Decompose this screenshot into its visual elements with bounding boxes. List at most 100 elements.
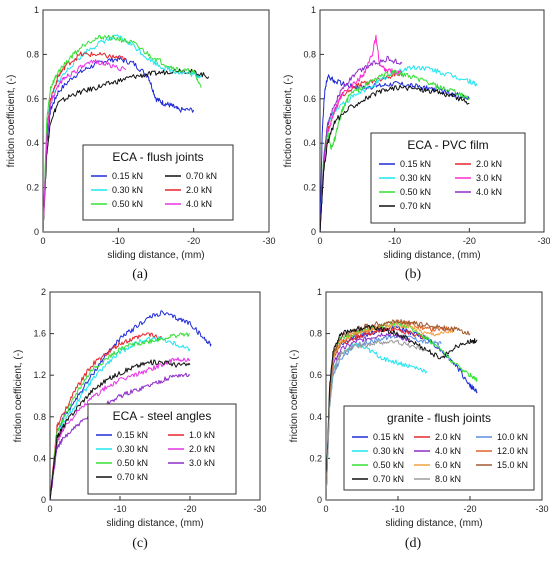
- y-axis-label: friction coefficient, (-): [283, 75, 294, 168]
- series-line-1-0-kn: [50, 332, 163, 500]
- legend-entry: 0.70 kN: [373, 474, 404, 484]
- series-group: [326, 319, 478, 500]
- chart-panel-3: 0 0.4 0.8 1.2 1.6 2 0 -10 -20 -30 sliding distance…: [13, 287, 267, 551]
- y-tick-label: 0.2: [26, 183, 39, 193]
- y-tick-label: 1.6: [33, 329, 46, 339]
- series-line-2-0-kn: [43, 51, 127, 232]
- legend-box: [82, 144, 234, 221]
- legend-entry: 0.15 kN: [112, 171, 143, 181]
- legend-entry: 8.0 kN: [435, 474, 461, 484]
- y-tick-label: 0: [311, 227, 316, 237]
- legend-entry: 0.15 kN: [400, 159, 431, 169]
- y-tick-label: 0.2: [309, 453, 322, 463]
- legend-entry: 0.50 kN: [373, 460, 404, 470]
- legend-entry: 4.0 kN: [435, 446, 461, 456]
- series-group: [50, 310, 212, 500]
- legend-entry: 4.0 kN: [186, 199, 212, 209]
- y-tick-label: 1.2: [33, 370, 46, 380]
- legend: granite - flush joints 0.15 kN 2.0 kN 10.0 …: [343, 405, 535, 491]
- x-tick-label: -20: [463, 236, 476, 246]
- y-tick-label: 0: [34, 227, 39, 237]
- legend-box: [370, 132, 526, 224]
- chart-panel-1: 0 0.2 0.4 0.6 0.8 1 0 -10 -20 -30 sliding distance…: [6, 5, 276, 282]
- y-tick-label: 0.6: [309, 370, 322, 380]
- legend-entry: 0.70 kN: [186, 171, 217, 181]
- series-line-0-15-kn: [50, 310, 212, 500]
- x-tick-label: -10: [391, 504, 404, 514]
- legend-title: granite - flush joints: [387, 411, 491, 425]
- series-group: [43, 34, 210, 232]
- series-line-3-0-kn: [320, 34, 403, 232]
- legend-entry: 0.30 kN: [373, 446, 404, 456]
- legend-entry: 15.0 kN: [497, 460, 528, 470]
- legend-entry: 6.0 kN: [435, 460, 461, 470]
- x-axis-label: sliding distance, (mm): [385, 518, 482, 529]
- y-tick-label: 0.4: [26, 138, 39, 148]
- x-tick-label: 0: [40, 236, 45, 246]
- series-group: [320, 34, 478, 232]
- legend-entry: 3.0 kN: [476, 173, 502, 183]
- y-tick-label: 0.4: [33, 453, 46, 463]
- series-line-0-50-kn: [43, 34, 202, 232]
- y-tick-label: 1: [317, 287, 322, 297]
- legend-entry: 12.0 kN: [497, 446, 528, 456]
- x-tick-label: -30: [262, 236, 275, 246]
- panel-label: (a): [132, 267, 148, 282]
- y-axis-label: friction coefficient, (-): [13, 350, 24, 443]
- series-line-8-0-kn: [326, 339, 427, 500]
- y-axis-label: friction coefficient, (-): [6, 75, 17, 168]
- x-tick-label: -10: [388, 236, 401, 246]
- legend-entry: 2.0 kN: [189, 444, 215, 454]
- x-tick-label: 0: [317, 236, 322, 246]
- series-line-0-70-kn: [320, 84, 470, 232]
- series-line-0-70-kn: [50, 359, 191, 500]
- x-tick-label: 0: [47, 504, 52, 514]
- x-tick-label: -10: [113, 504, 126, 514]
- legend-entry: 0.70 kN: [400, 201, 431, 211]
- y-tick-label: 1: [34, 5, 39, 15]
- series-line-0-70-kn: [326, 324, 478, 500]
- legend-entry: 0.70 kN: [117, 472, 148, 482]
- legend-entry: 0.15 kN: [117, 430, 148, 440]
- x-tick-label: 0: [323, 504, 328, 514]
- y-tick-label: 0.8: [309, 329, 322, 339]
- y-tick-label: 0.2: [303, 183, 316, 193]
- y-tick-label: 0.8: [303, 49, 316, 59]
- x-axis-label: sliding distance, (mm): [383, 250, 480, 261]
- x-tick-label: -20: [183, 504, 196, 514]
- legend-entry: 0.30 kN: [112, 185, 143, 195]
- legend: ECA - PVC film 0.15 kN 2.0 kN 0.30 kN 3.0 kN…: [370, 132, 526, 224]
- x-tick-label: -30: [253, 504, 266, 514]
- x-tick-label: -20: [463, 504, 476, 514]
- panel-label: (b): [405, 267, 422, 282]
- legend-entry: 0.50 kN: [112, 199, 143, 209]
- series-line-3-0-kn: [50, 372, 191, 500]
- legend-entry: 0.50 kN: [400, 187, 431, 197]
- y-tick-label: 1: [311, 5, 316, 15]
- y-tick-label: 0.4: [309, 412, 322, 422]
- legend-entry: 0.50 kN: [117, 458, 148, 468]
- y-tick-label: 0.8: [33, 412, 46, 422]
- y-tick-label: 0.6: [26, 94, 39, 104]
- legend-entry: 2.0 kN: [186, 185, 212, 195]
- legend-box: [87, 403, 237, 495]
- chart-panel-2: 0 0.2 0.4 0.6 0.8 1 0 -10 -20 -30 sliding distance…: [283, 5, 550, 282]
- x-tick-label: -30: [535, 504, 548, 514]
- x-axis-label: sliding distance, (mm): [106, 518, 203, 529]
- series-line-0-70-kn: [43, 68, 210, 232]
- x-tick-label: -10: [112, 236, 125, 246]
- legend-entry: 0.30 kN: [400, 173, 431, 183]
- series-line-4-0-kn: [43, 59, 127, 232]
- legend-title: ECA - PVC film: [407, 138, 488, 152]
- y-tick-label: 0.6: [303, 94, 316, 104]
- y-tick-label: 0.8: [26, 49, 39, 59]
- legend: ECA - steel angles 0.15 kN 1.0 kN 0.30 kN 2.…: [87, 403, 237, 495]
- legend: ECA - flush joints 0.15 kN 0.70 kN 0.30 kN 2…: [82, 144, 234, 221]
- panel-label: (c): [132, 536, 148, 551]
- series-line-0-50-kn: [320, 69, 470, 232]
- x-axis-label: sliding distance, (mm): [107, 250, 204, 261]
- y-tick-label: 0: [317, 495, 322, 505]
- legend-entry: 0.15 kN: [373, 432, 404, 442]
- legend-entry: 10.0 kN: [497, 432, 528, 442]
